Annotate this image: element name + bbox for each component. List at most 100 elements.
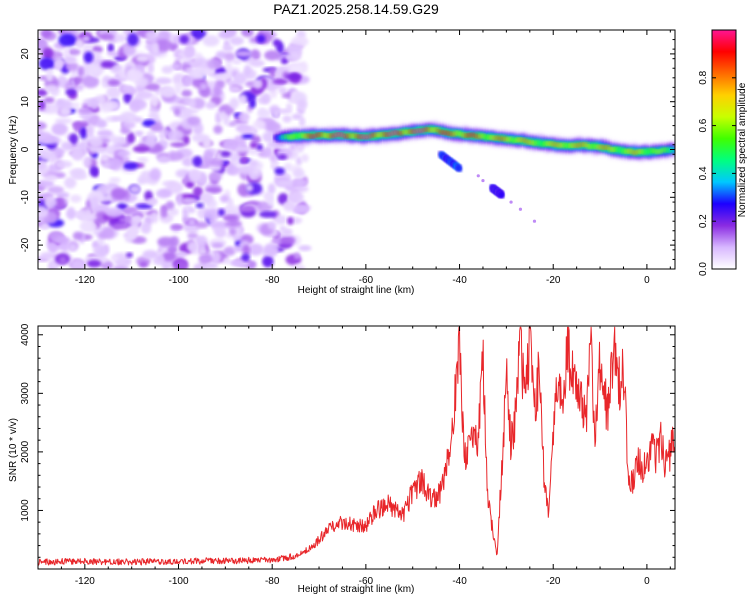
noise-blob: [293, 179, 308, 186]
noise-blob: [165, 181, 184, 194]
noise-blob: [247, 243, 264, 256]
noise-blob: [109, 157, 123, 171]
snr-y-axis: 1000 2000 3000 4000: [20, 323, 675, 558]
noise-blob: [186, 181, 194, 189]
noise-blob: [165, 200, 175, 210]
noise-blob: [253, 169, 260, 175]
noise-blob: [117, 149, 131, 157]
noise-blob: [288, 191, 304, 204]
noise-blob: [192, 156, 203, 167]
noise-blob: [100, 60, 114, 69]
noise-blob: [203, 208, 220, 221]
y-tick-label: -10: [20, 190, 31, 205]
noise-blob: [144, 83, 160, 91]
noise-blob: [71, 259, 85, 269]
noise-blob: [289, 64, 305, 72]
noise-blob: [226, 165, 241, 176]
noise-blob: [262, 256, 274, 268]
noise-blob: [65, 61, 79, 72]
noise-blob: [38, 89, 48, 97]
noise-blob: [56, 236, 71, 244]
noise-blob: [224, 220, 243, 228]
y-tick-label: 0: [20, 146, 31, 152]
noise-blob: [256, 144, 264, 151]
noise-blob: [170, 224, 184, 230]
noise-blob: [208, 172, 223, 182]
noise-blob: [107, 79, 121, 86]
noise-blob: [71, 147, 85, 161]
noise-blob: [88, 64, 99, 75]
noise-blob: [188, 218, 196, 227]
y-tick-label: 2000: [20, 440, 31, 463]
x-tick-label: -60: [359, 576, 374, 587]
noise-blob: [183, 222, 200, 234]
noise-blob: [155, 77, 172, 85]
noise-blob: [134, 130, 144, 137]
noise-blob: [159, 86, 177, 98]
noise-blob: [240, 156, 249, 165]
noise-blob: [174, 81, 182, 95]
noise-blob: [72, 231, 83, 241]
faint-feature: [509, 200, 513, 204]
noise-blob: [225, 57, 232, 71]
noise-blob: [173, 260, 189, 269]
noise-blob: [218, 208, 225, 217]
noise-blob: [140, 222, 152, 234]
noise-blob: [199, 192, 214, 204]
noise-blob: [167, 208, 179, 216]
noise-blob: [75, 39, 85, 49]
noise-blob: [47, 186, 65, 194]
signal-trace: [274, 121, 675, 223]
noise-blob: [217, 31, 231, 39]
faint-feature: [476, 174, 480, 178]
x-tick-label: -20: [546, 275, 561, 286]
noise-blob: [39, 252, 57, 260]
noise-blob: [278, 154, 287, 160]
colorbar-label: Normalized spectral amplitude: [737, 82, 748, 217]
noise-blob: [158, 140, 169, 147]
noise-blob: [219, 110, 227, 120]
noise-blob: [195, 202, 204, 209]
noise-blob: [181, 197, 197, 204]
snr-plot-area: [38, 326, 675, 569]
noise-blob: [187, 241, 199, 252]
noise-blob: [89, 165, 99, 177]
secondary-feature-cell: [499, 191, 505, 198]
noise-blob: [120, 85, 132, 93]
signal-cell: [605, 146, 612, 149]
noise-blob: [142, 249, 158, 260]
noise-blob: [109, 177, 121, 183]
noise-blob: [256, 34, 266, 44]
noise-blob: [120, 127, 131, 135]
noise-blob: [82, 156, 92, 168]
noise-blob: [61, 141, 73, 151]
noise-blob: [155, 188, 172, 199]
noise-blob: [223, 257, 231, 265]
noise-blob: [289, 143, 296, 150]
noise-blob: [83, 42, 94, 53]
noise-blob: [54, 197, 66, 209]
noise-blob: [64, 177, 77, 189]
noise-blob: [64, 55, 77, 64]
noise-blob: [180, 89, 193, 98]
noise-blob: [96, 129, 113, 137]
faint-feature: [532, 219, 537, 223]
noise-blob: [152, 42, 160, 55]
noise-blob: [238, 205, 255, 213]
noise-blob: [156, 30, 170, 43]
noise-blob: [225, 205, 241, 214]
noise-blob: [213, 125, 223, 135]
x-tick-label: -60: [359, 275, 374, 286]
colorbar-frame: [711, 29, 737, 270]
x-tick-label: -80: [265, 275, 280, 286]
noise-blob: [267, 221, 277, 230]
noise-blob: [269, 67, 277, 78]
noise-blob: [155, 39, 173, 52]
noise-blob: [79, 126, 88, 140]
noise-blob: [242, 244, 251, 256]
colorbar-tick-label: 0.8: [698, 70, 709, 84]
noise-blob: [176, 193, 183, 206]
noise-blob: [38, 179, 55, 188]
noise-blob: [83, 51, 94, 64]
noise-blob: [54, 118, 72, 124]
